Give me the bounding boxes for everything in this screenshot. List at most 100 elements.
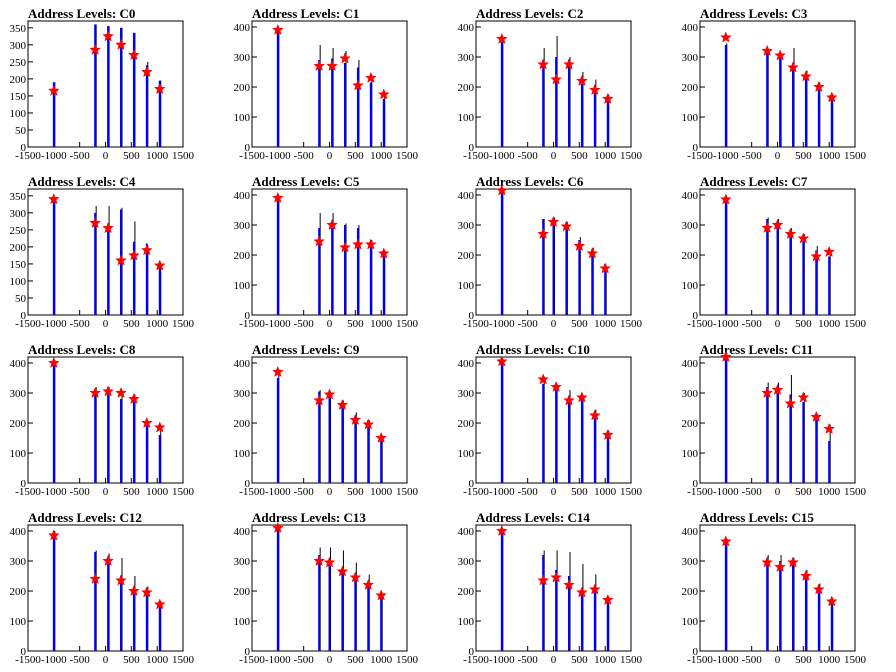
y-tick-label: 0 (21, 478, 27, 490)
peak-marker (601, 428, 614, 440)
panel-2: Address Levels: C2 0 100 200 300 400 -1500 -100… (458, 6, 643, 162)
x-tick-label: 0 (327, 150, 333, 162)
peak-marker (115, 386, 127, 398)
x-tick-label: 1000 (146, 654, 169, 666)
panel-11: Address Levels: C11 0 100 200 300 400 -1500 -10… (682, 342, 867, 498)
x-tick-label: 0 (327, 486, 333, 498)
x-tick-label: -1000 (265, 318, 291, 330)
y-tick-label: 0 (245, 310, 251, 322)
peak-marker (115, 254, 127, 266)
x-tick-label: -500 (294, 150, 315, 162)
peak-marker (588, 583, 601, 595)
peak-marker (102, 385, 114, 397)
x-tick-label: 1500 (844, 654, 867, 666)
y-tick-label: 300 (458, 388, 475, 400)
x-tick-label: 0 (775, 654, 781, 666)
y-tick-label: 200 (682, 82, 699, 94)
peak-marker (719, 535, 732, 547)
peak-marker (313, 554, 326, 566)
y-tick-label: 400 (682, 358, 699, 370)
peak-marker (576, 391, 588, 403)
y-tick-label: 100 (234, 448, 251, 460)
x-tick-label: 1500 (620, 486, 643, 498)
x-tick-label: -500 (70, 486, 91, 498)
x-tick-label: 1500 (620, 654, 643, 666)
peak-marker (115, 38, 127, 50)
y-tick-label: 350 (10, 191, 27, 203)
peak-marker (364, 238, 377, 250)
y-tick-label: 200 (234, 418, 251, 430)
x-tick-label: -1500 (239, 150, 265, 162)
y-tick-label: 100 (458, 112, 475, 124)
x-tick-label: 1000 (818, 318, 841, 330)
x-tick-label: 1000 (146, 150, 169, 162)
x-tick-label: 0 (103, 486, 109, 498)
y-tick-label: 400 (458, 190, 475, 202)
peak-marker (89, 386, 102, 398)
peak-marker (797, 391, 810, 403)
y-tick-label: 200 (458, 586, 475, 598)
panel-title: Address Levels: C15 (700, 510, 814, 525)
x-tick-label: -1500 (15, 150, 41, 162)
panel-title: Address Levels: C11 (700, 342, 813, 357)
peak-marker (271, 521, 284, 533)
x-tick-label: 500 (571, 150, 588, 162)
y-tick-label: 0 (693, 646, 699, 658)
x-tick-label: -1000 (489, 654, 515, 666)
x-tick-label: -1000 (41, 150, 67, 162)
x-tick-label: -1500 (463, 486, 489, 498)
x-tick-label: 500 (795, 654, 812, 666)
x-tick-label: 1500 (172, 486, 195, 498)
y-tick-label: 400 (234, 190, 251, 202)
y-tick-label: 200 (234, 586, 251, 598)
y-tick-label: 100 (682, 112, 699, 124)
peak-marker (495, 32, 508, 44)
panel-title: Address Levels: C13 (252, 510, 366, 525)
peak-marker (339, 52, 351, 64)
x-tick-label: -500 (70, 318, 91, 330)
y-tick-label: 100 (10, 448, 27, 460)
x-tick-label: -500 (294, 318, 315, 330)
x-tick-label: -1500 (15, 654, 41, 666)
peak-marker (362, 578, 375, 590)
peak-marker (128, 48, 140, 61)
y-tick-label: 0 (21, 646, 27, 658)
x-tick-label: -1000 (713, 486, 739, 498)
panel-title: Address Levels: C7 (700, 174, 808, 189)
x-tick-label: 1500 (844, 486, 867, 498)
peak-marker (323, 388, 336, 400)
y-tick-label: 300 (458, 52, 475, 64)
peak-marker (550, 73, 562, 85)
y-tick-label: 50 (15, 293, 27, 305)
x-tick-label: -500 (742, 318, 763, 330)
peak-marker (576, 74, 588, 86)
x-tick-label: 500 (123, 654, 140, 666)
peak-marker (349, 413, 362, 425)
y-tick-label: 300 (10, 40, 27, 52)
peak-marker (784, 227, 797, 239)
peak-marker (153, 598, 166, 610)
y-tick-label: 100 (10, 616, 27, 628)
peak-marker (115, 574, 127, 586)
peak-marker (47, 356, 60, 368)
peak-marker (377, 88, 390, 100)
peak-marker (560, 220, 573, 232)
peak-marker (271, 23, 284, 35)
panel-14: Address Levels: C14 0 100 200 300 400 -1500 -10… (458, 510, 643, 666)
peak-marker (352, 238, 364, 250)
panel-title: Address Levels: C6 (476, 174, 584, 189)
x-tick-label: -1500 (239, 318, 265, 330)
y-tick-label: 200 (10, 242, 27, 254)
y-tick-label: 200 (458, 82, 475, 94)
x-tick-label: 1500 (844, 318, 867, 330)
y-tick-label: 100 (234, 280, 251, 292)
y-tick-label: 300 (234, 388, 251, 400)
panel-title: Address Levels: C9 (252, 342, 360, 357)
y-tick-label: 250 (10, 225, 27, 237)
x-tick-label: -500 (742, 654, 763, 666)
peak-marker (89, 43, 102, 55)
peak-marker (550, 380, 562, 392)
panel-10: Address Levels: C10 0 100 200 300 400 -1500 -10… (458, 342, 643, 498)
y-tick-label: 100 (10, 276, 27, 288)
y-tick-label: 300 (458, 556, 475, 568)
